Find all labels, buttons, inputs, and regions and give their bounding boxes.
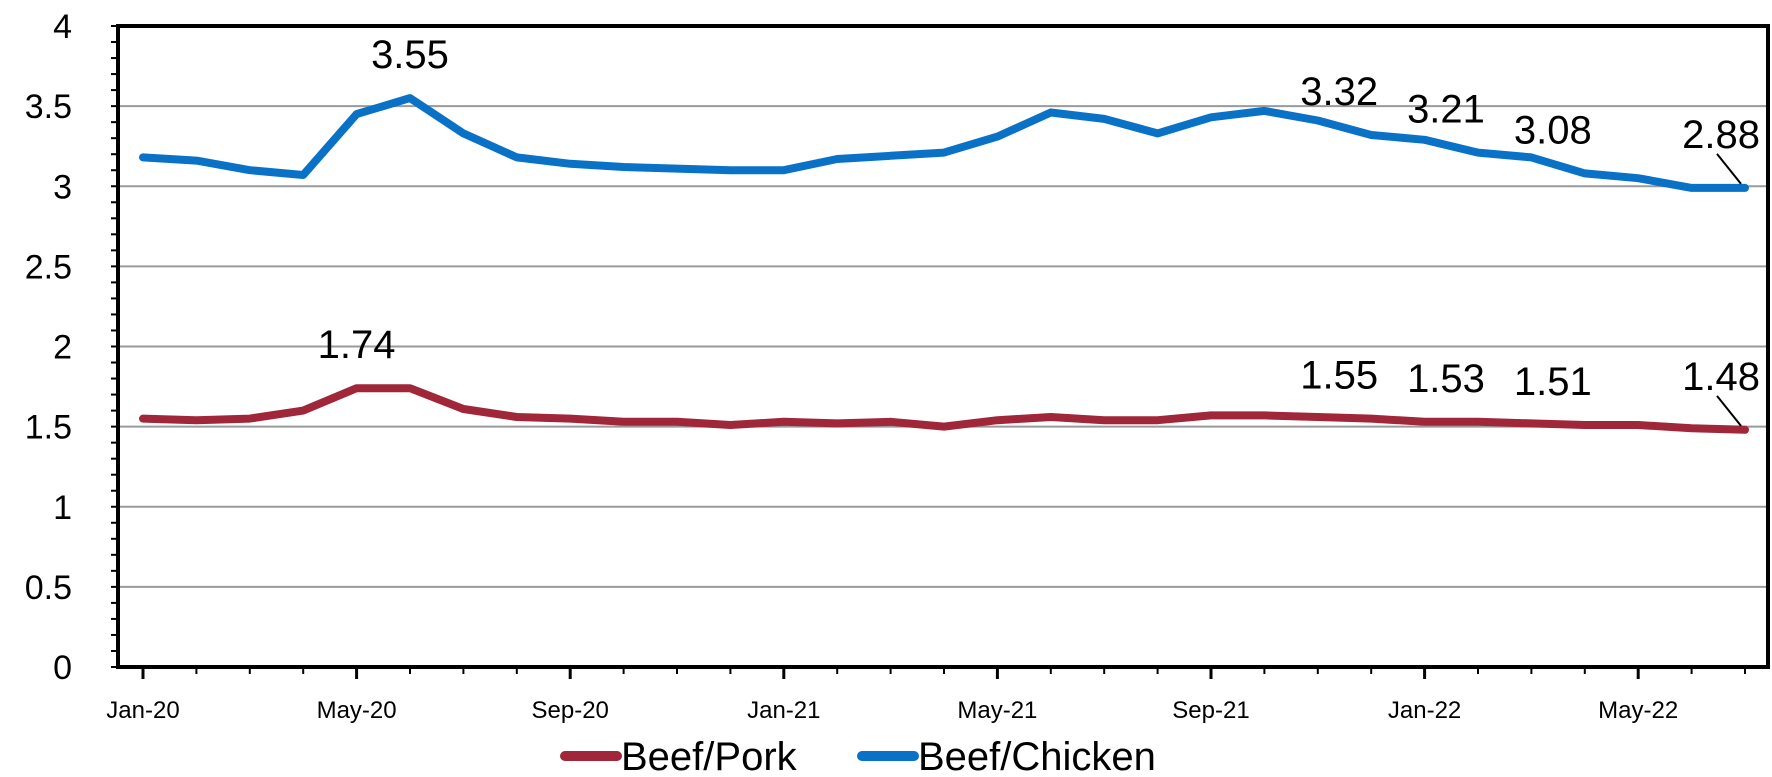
- x-tick-label: May-21: [957, 697, 1037, 724]
- legend: Beef/Pork Beef/Chicken: [560, 735, 1156, 777]
- x-tick-label: Sep-21: [1172, 697, 1249, 724]
- data-label: 1.48: [1682, 355, 1760, 399]
- x-tick-label: Sep-20: [532, 697, 609, 724]
- series-line-beef-pork: [139, 384, 1749, 434]
- y-axis: 0 0.5 1 1.5 2 2.5 3 3.5 4: [25, 8, 118, 687]
- data-label: 3.55: [371, 33, 449, 77]
- legend-label: Beef/Pork: [621, 735, 798, 777]
- series-lines: [139, 94, 1749, 434]
- x-tick-label: Jan-22: [1388, 697, 1461, 724]
- data-label: 1.51: [1514, 360, 1592, 404]
- y-tick-label: 0: [53, 649, 72, 687]
- data-label: 1.55: [1300, 354, 1378, 398]
- data-label: 3.08: [1514, 108, 1592, 152]
- data-label-leader: [1716, 153, 1742, 185]
- y-tick-label: 1: [53, 489, 72, 527]
- legend-label: Beef/Chicken: [918, 735, 1156, 777]
- x-tick-label: Jan-21: [747, 697, 820, 724]
- data-label-leader: [1716, 395, 1742, 427]
- x-axis: Jan-20 May-20 Sep-20 Jan-21 May-21 Sep-21 Jan-…: [106, 667, 1746, 724]
- x-tick-label: Jan-20: [106, 697, 179, 724]
- data-label: 3.21: [1407, 88, 1485, 132]
- data-label: 1.53: [1407, 357, 1485, 401]
- y-tick-label: 2: [53, 329, 72, 367]
- y-tick-label: 4: [53, 8, 72, 46]
- series-line-beef-chicken: [139, 94, 1749, 192]
- data-labels: 1.74 1.55 1.53 1.51 1.48 3.55 3.32 3.21 3.08 2.88: [318, 33, 1760, 427]
- y-tick-label: 3.5: [25, 88, 72, 126]
- data-label: 2.88: [1682, 113, 1760, 157]
- y-tick-label: 0.5: [25, 569, 72, 607]
- data-label: 3.32: [1300, 70, 1378, 114]
- x-tick-label: May-20: [317, 697, 397, 724]
- y-tick-label: 3: [53, 168, 72, 206]
- x-tick-label: May-22: [1598, 697, 1678, 724]
- y-tick-label: 1.5: [25, 409, 72, 447]
- y-tick-label: 2.5: [25, 248, 72, 286]
- data-label: 1.74: [318, 323, 396, 367]
